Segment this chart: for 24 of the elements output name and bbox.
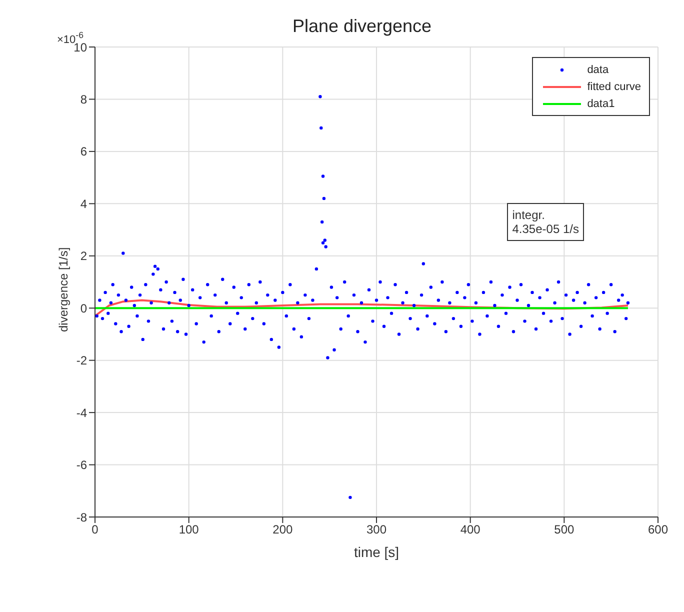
x-tick-label: 200 [272, 522, 293, 537]
legend-label: data [587, 64, 609, 76]
y-tick-label: 6 [80, 144, 88, 159]
x-tick-label: 600 [648, 522, 668, 537]
y-tick-label: 0 [80, 301, 88, 316]
y-tick-label: 4 [80, 196, 88, 211]
y-tick-label: -8 [76, 510, 88, 524]
chart-title: Plane divergence [292, 16, 432, 36]
x-tick-label: 100 [178, 522, 200, 537]
x-tick-label: 500 [554, 522, 574, 537]
y-tick-label: -6 [76, 458, 88, 472]
x-tick-label: 400 [460, 522, 481, 537]
y-tick-label: -4 [76, 406, 88, 420]
y-tick-label: -2 [76, 354, 88, 368]
annotation: integr. 4.35e-05 1/s [507, 202, 584, 241]
line-series [95, 299, 629, 317]
legend-label: fitted curve [587, 80, 641, 92]
x-axis-title: time [s] [354, 544, 400, 560]
x-tick-label: 0 [92, 522, 99, 537]
legend-label: data1 [587, 98, 615, 110]
x-tick-label: 300 [366, 522, 387, 537]
y-tick-label: 8 [80, 92, 88, 106]
y-axis-title: divergence [1/s] [56, 247, 70, 332]
y-tick-label: 2 [80, 249, 88, 264]
